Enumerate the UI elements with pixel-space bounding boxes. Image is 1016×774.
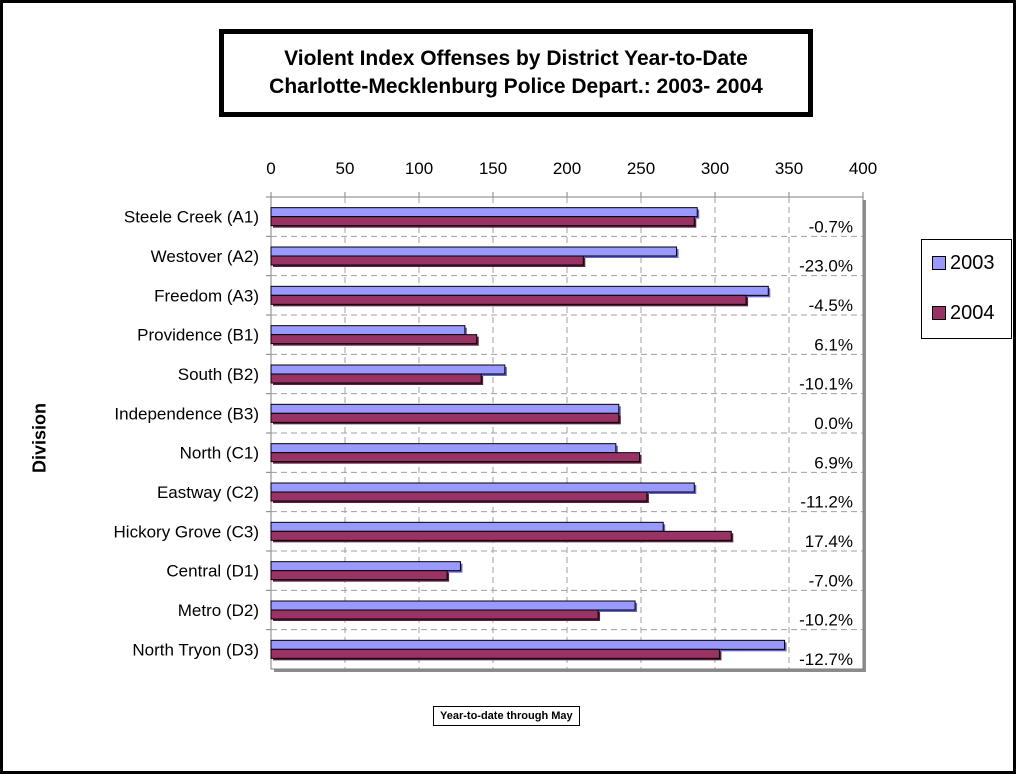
percent-change-label: 6.9% [814,453,853,472]
legend-swatch-2004 [932,306,946,320]
x-tick-label: 0 [266,159,275,178]
y-tick-label: Steele Creek (A1) [124,208,259,227]
y-axis-title-wrap: Division [25,403,55,473]
legend-item-2003: 2003 [932,251,995,275]
percent-change-label: -4.5% [809,296,853,315]
x-tick-label: 50 [336,159,355,178]
bar-2004 [270,609,599,620]
x-tick-label: 250 [627,159,655,178]
y-tick-label: Independence (B3) [114,404,259,423]
y-tick-label: South (B2) [178,365,259,384]
y-tick-label: Metro (D2) [178,601,259,620]
bar-2003 [270,482,695,493]
x-tick-label: 100 [405,159,433,178]
x-tick-label: 350 [775,159,803,178]
x-tick-label: 200 [553,159,581,178]
y-tick-label: Westover (A2) [151,247,259,266]
bar-2004 [270,491,648,502]
percent-change-label: -23.0% [799,257,853,276]
percent-change-label: -7.0% [809,571,853,590]
bar-2004 [270,334,478,345]
percent-change-label: 17.4% [805,532,853,551]
percent-change-label: -11.2% [800,493,853,512]
percent-change-label: -10.2% [799,611,853,630]
bar-2003 [270,561,461,572]
bar-2004 [270,530,732,541]
percent-change-label: 6.1% [814,335,853,354]
bar-2004 [270,570,448,581]
x-tick-label: 150 [479,159,507,178]
bar-2003 [270,639,786,650]
bar-2004 [270,648,720,659]
bar-2004 [270,412,620,423]
x-tick-label: 300 [701,159,729,178]
bar-2003 [270,207,698,218]
bar-2003 [270,521,664,532]
bar-2003 [270,285,769,296]
bar-2003 [270,403,620,414]
x-tick-label: 400 [849,159,877,178]
y-axis-title: Division [29,402,50,474]
percent-change-label: -12.7% [799,650,853,669]
chart-title-box: Violent Index Offenses by District Year-… [219,29,813,117]
bar-2004 [270,373,482,384]
bar-2003 [270,600,636,611]
legend: 2003 2004 [921,239,1012,339]
legend-swatch-2003 [932,256,946,270]
legend-label-2003: 2003 [950,251,995,274]
percent-change-label: 0.0% [814,414,853,433]
bar-2004 [270,452,641,463]
y-tick-label: Providence (B1) [137,326,259,345]
bar-chart: 0 50 100 150 200 250 300 350 400 Steele Creek (A1… [114,159,877,672]
bar-2004 [270,255,584,266]
chart-title-line-1: Violent Index Offenses by District Year-… [284,47,748,70]
bar-2004 [270,216,695,227]
bar-2003 [270,246,678,257]
legend-item-2004: 2004 [932,301,995,325]
x-axis-title: Year-to-date through May [433,706,580,726]
y-tick-label: North Tryon (D3) [132,640,259,659]
y-tick-label: Hickory Grove (C3) [114,522,259,541]
percent-change-label: -10.1% [799,375,853,394]
bar-2003 [270,325,466,336]
legend-label-2004: 2004 [950,301,995,324]
percent-change-label: -0.7% [809,217,853,236]
y-tick-label: Freedom (A3) [154,286,259,305]
bar-2003 [270,364,506,375]
y-tick-label: Central (D1) [166,562,259,581]
y-tick-label: Eastway (C2) [157,483,259,502]
bar-2003 [270,443,617,454]
bar-2004 [270,294,747,305]
chart-title-line-2: Charlotte-Mecklenburg Police Depart.: 20… [269,75,763,98]
y-tick-label: North (C1) [180,444,259,463]
